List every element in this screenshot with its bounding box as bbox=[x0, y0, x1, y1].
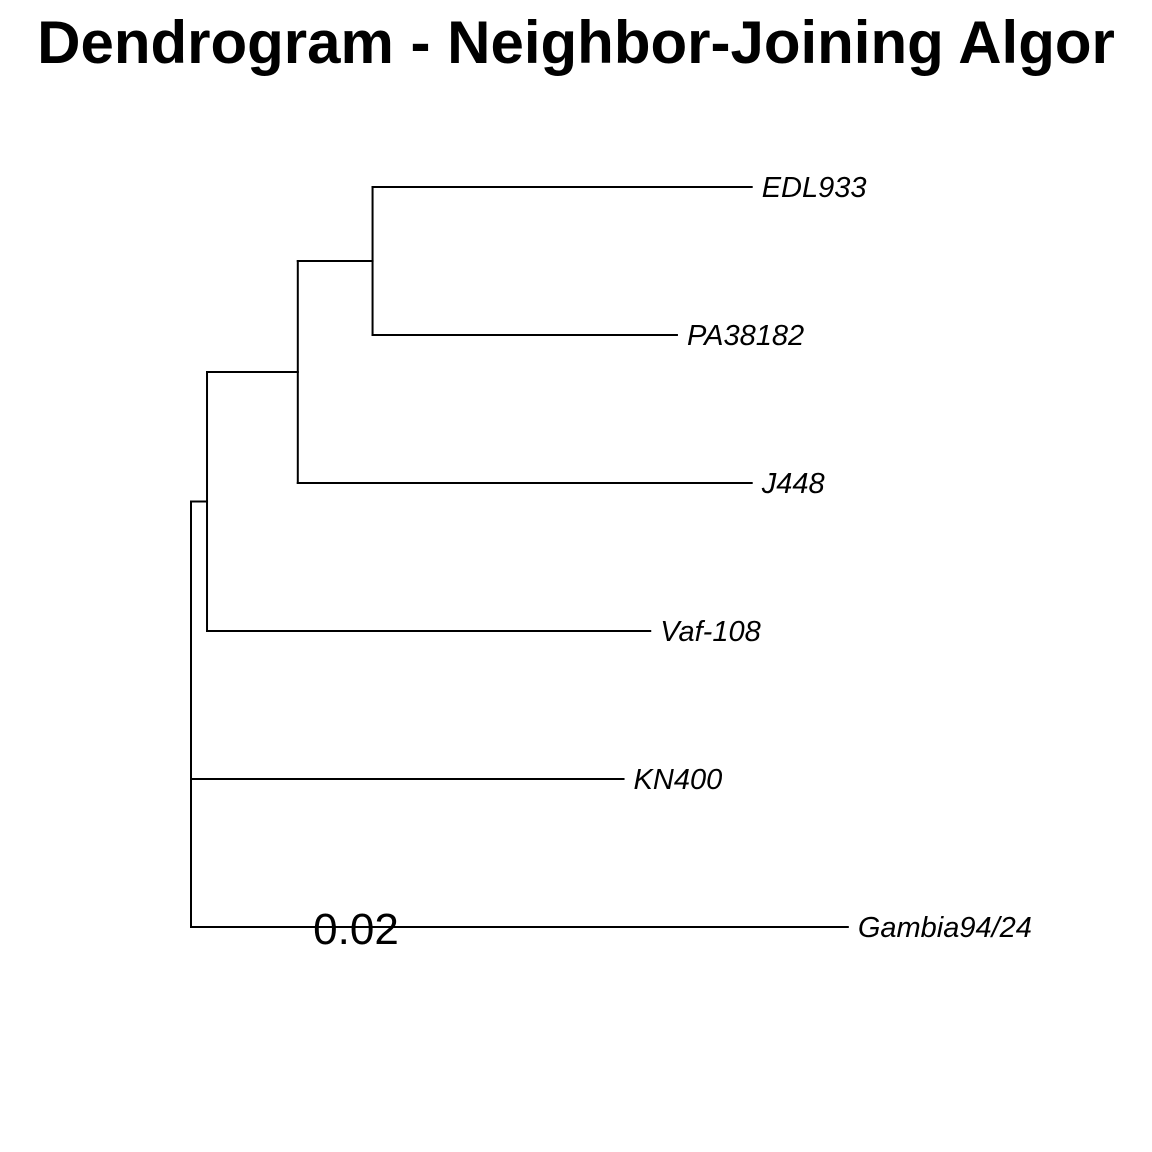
tip-label-gambia94-24: Gambia94/24 bbox=[858, 912, 1032, 944]
tip-label-vaf-108: Vaf-108 bbox=[660, 616, 761, 648]
figure-title: Dendrogram - Neighbor-Joining Algor bbox=[37, 9, 1115, 76]
tree-branches bbox=[190, 186, 849, 928]
tip-label-pa38182: PA38182 bbox=[687, 320, 804, 352]
scale-bar-label: 0.02 bbox=[313, 905, 399, 954]
tip-label-kn400: KN400 bbox=[634, 764, 723, 796]
tip-labels: EDL933 PA38182 J448 Vaf-108 KN400 Gambia94/24 bbox=[634, 172, 1032, 944]
tip-label-edl933: EDL933 bbox=[762, 172, 867, 204]
tip-label-j448: J448 bbox=[761, 468, 825, 500]
